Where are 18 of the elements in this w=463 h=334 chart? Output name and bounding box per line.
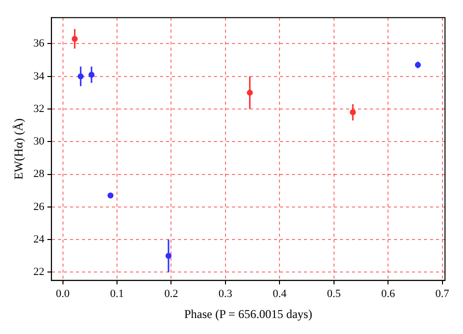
y-tick-label: 28: [33, 168, 45, 180]
y-tick-label: 32: [33, 102, 44, 115]
x-tick-label: 0.4: [272, 288, 288, 300]
y-tick-label: 24: [33, 233, 45, 246]
x-tick-label: 0.1: [110, 288, 124, 300]
y-tick-label: 22: [33, 266, 44, 278]
x-tick-label: 0.5: [326, 288, 342, 300]
x-axis-title: Phase (P = 656.0015 days): [184, 306, 312, 321]
y-tick-label: 30: [33, 136, 45, 148]
y-tick-label: 36: [33, 38, 45, 50]
y-tick-label: 26: [33, 200, 45, 213]
x-tick-label: 0.3: [218, 288, 233, 300]
x-tick-label: 0.0: [56, 288, 70, 300]
x-tick-label: 0.2: [164, 288, 178, 300]
x-tick-label: 0.6: [381, 288, 396, 300]
y-tick-label: 34: [33, 70, 45, 82]
y-axis-title: EW(Hα) (Å): [11, 118, 26, 180]
x-tick-label: 0.7: [435, 288, 450, 300]
